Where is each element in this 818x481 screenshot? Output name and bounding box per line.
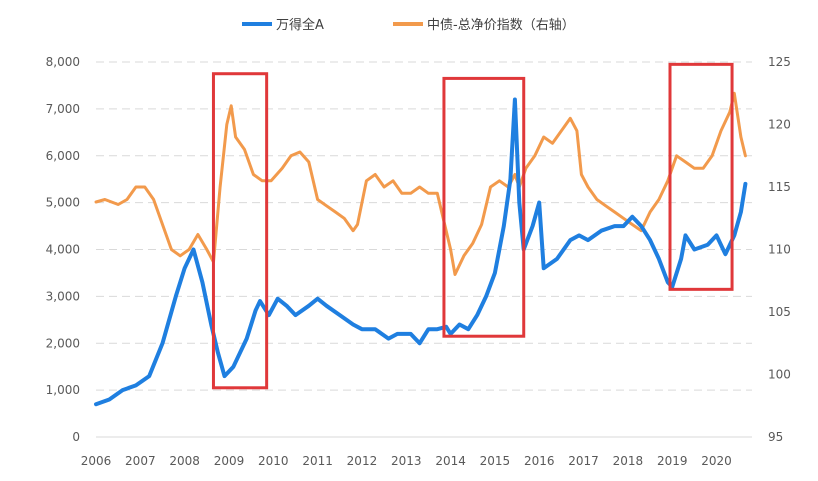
x-tick-label: 2013 xyxy=(391,454,422,468)
left-y-axis-ticks: 0 1,000 2,000 3,000 4,000 5,000 6,000 7,000 8,00… xyxy=(46,55,80,444)
right-y-axis-ticks: 95 100 105 110 115 120 125 xyxy=(768,55,791,444)
x-tick-label: 2012 xyxy=(347,454,378,468)
x-tick-label: 2017 xyxy=(568,454,599,468)
x-tick-label: 2019 xyxy=(657,454,688,468)
x-tick-label: 2006 xyxy=(81,454,112,468)
legend-label-bond-index: 中债-总净价指数（右轴） xyxy=(427,18,575,33)
legend: 万得全A 中债-总净价指数（右轴） xyxy=(242,17,575,33)
x-tick-label: 2007 xyxy=(125,454,156,468)
x-axis-ticks: 2006 2007 2008 2009 2010 2011 2012 2013 2014 2015… xyxy=(81,454,732,468)
right-y-tick-label: 115 xyxy=(768,180,791,194)
right-y-tick-label: 105 xyxy=(768,305,791,319)
left-y-tick-label: 3,000 xyxy=(46,289,80,303)
highlight-boxes xyxy=(211,62,734,390)
left-y-tick-label: 5,000 xyxy=(46,196,80,210)
highlight-box xyxy=(211,72,269,390)
left-y-tick-label: 8,000 xyxy=(46,55,80,69)
x-tick-label: 2018 xyxy=(613,454,644,468)
left-y-tick-label: 0 xyxy=(72,430,80,444)
x-tick-label: 2016 xyxy=(524,454,555,468)
x-tick-label: 2015 xyxy=(480,454,511,468)
left-y-tick-label: 7,000 xyxy=(46,102,80,116)
left-y-tick-label: 2,000 xyxy=(46,336,80,350)
left-y-tick-label: 1,000 xyxy=(46,383,80,397)
highlight-box xyxy=(442,76,526,338)
series-line-wind-all-a xyxy=(94,97,748,407)
right-y-tick-label: 100 xyxy=(768,368,791,382)
x-tick-label: 2020 xyxy=(701,454,732,468)
series-lines xyxy=(94,91,748,407)
x-tick-label: 2008 xyxy=(169,454,200,468)
highlight-box xyxy=(668,62,734,291)
left-y-tick-label: 4,000 xyxy=(46,243,80,257)
series-line-bond-index xyxy=(94,91,747,276)
right-y-tick-label: 110 xyxy=(768,243,791,257)
x-tick-label: 2011 xyxy=(302,454,333,468)
legend-label-wind-all-a: 万得全A xyxy=(276,17,324,33)
x-tick-label: 2014 xyxy=(435,454,466,468)
right-y-tick-label: 95 xyxy=(768,430,783,444)
x-tick-label: 2009 xyxy=(214,454,245,468)
right-y-tick-label: 125 xyxy=(768,55,791,69)
right-y-tick-label: 120 xyxy=(768,118,791,132)
left-y-tick-label: 6,000 xyxy=(46,149,80,163)
x-tick-label: 2010 xyxy=(258,454,289,468)
